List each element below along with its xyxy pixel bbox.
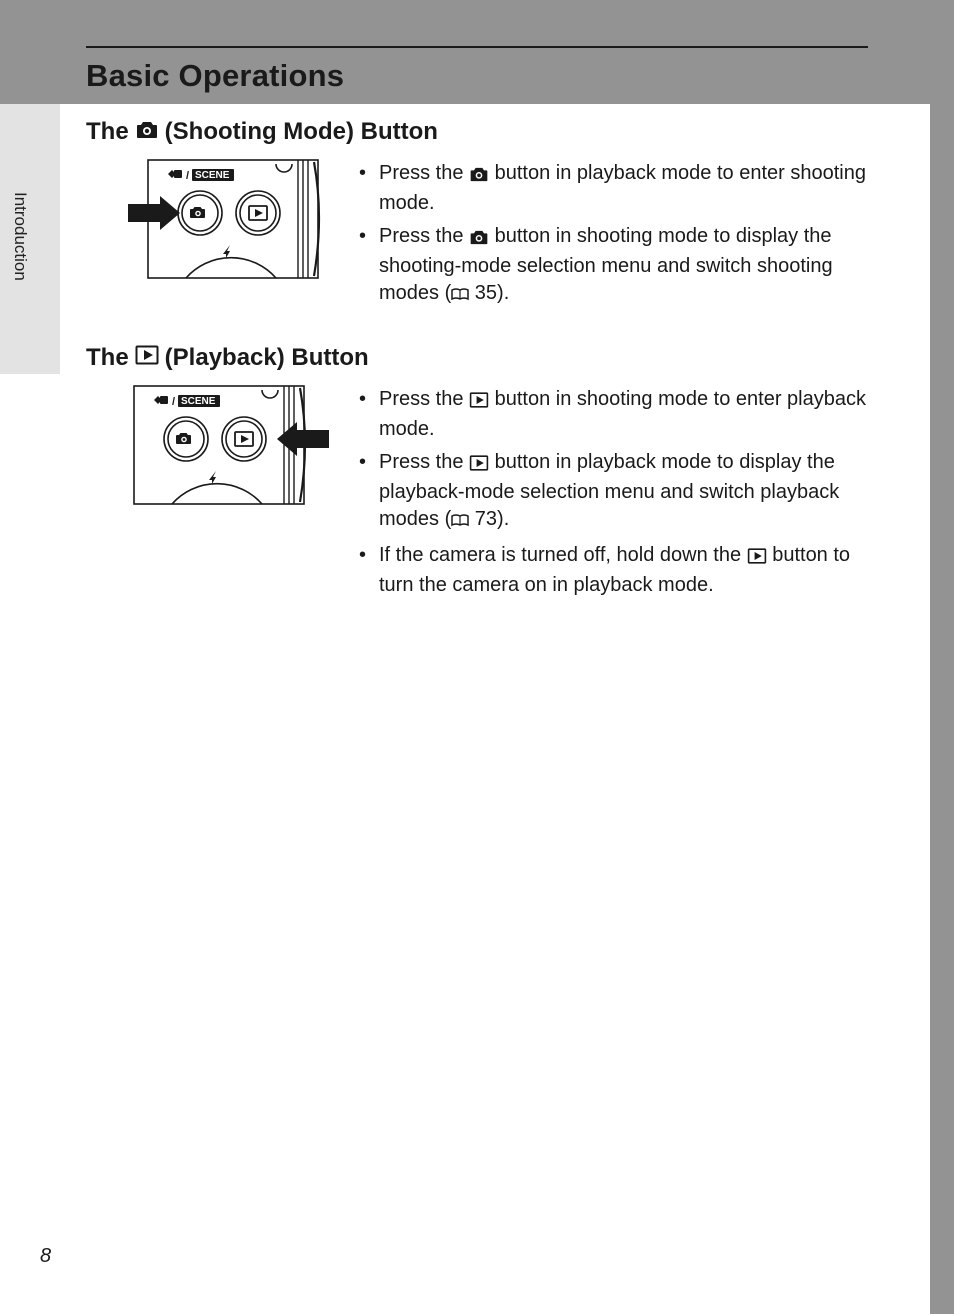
camera-icon [135, 118, 159, 146]
text: Press the [379, 225, 469, 247]
page-ref-icon [451, 283, 469, 310]
document-page: Basic Operations Introduction The (Shoot… [0, 0, 930, 1314]
text: If the camera is turned off, hold down t… [379, 544, 747, 566]
list-item: Press the button in playback mode to ent… [357, 160, 868, 217]
subhead-prefix: The [86, 344, 129, 372]
playback-icon [135, 344, 159, 372]
bullet-list: Press the button in shooting mode to ent… [357, 384, 868, 605]
section-tab [0, 104, 60, 374]
page-number: 8 [40, 1245, 51, 1268]
chapter-title: Basic Operations [86, 58, 344, 94]
content-area: The (Shooting Mode) Button / [86, 118, 868, 633]
subhead-shooting: The (Shooting Mode) Button [86, 118, 868, 146]
diagram-shooting: / SCENE [126, 158, 331, 280]
text: Press the [379, 451, 469, 473]
diagram-playback: / SCENE [126, 384, 331, 506]
text: Press the [379, 162, 469, 184]
text: 35). [469, 282, 509, 304]
svg-text:/: / [172, 396, 175, 408]
playback-icon [747, 545, 767, 572]
horizontal-rule [86, 46, 868, 48]
section-shooting: / SCENE [86, 158, 868, 316]
list-item: If the camera is turned off, hold down t… [357, 542, 868, 599]
playback-icon [469, 452, 489, 479]
list-item: Press the button in shooting mode to dis… [357, 223, 868, 310]
bullet-list: Press the button in playback mode to ent… [357, 158, 868, 316]
page-ref-icon [451, 509, 469, 536]
section-tab-label: Introduction [10, 192, 30, 281]
playback-icon [469, 389, 489, 416]
section-playback: / SCENE [86, 384, 868, 605]
list-item: Press the button in shooting mode to ent… [357, 386, 868, 443]
camera-icon [469, 163, 489, 190]
scene-label: SCENE [181, 396, 216, 407]
subhead-prefix: The [86, 118, 129, 146]
subhead-playback: The (Playback) Button [86, 344, 868, 372]
list-item: Press the button in playback mode to dis… [357, 449, 868, 536]
camera-icon [469, 226, 489, 253]
text: 73). [469, 508, 509, 530]
text: Press the [379, 388, 469, 410]
subhead-suffix: (Shooting Mode) Button [165, 118, 438, 146]
svg-text:/: / [186, 170, 189, 182]
scene-label: SCENE [195, 170, 230, 181]
subhead-suffix: (Playback) Button [165, 344, 369, 372]
